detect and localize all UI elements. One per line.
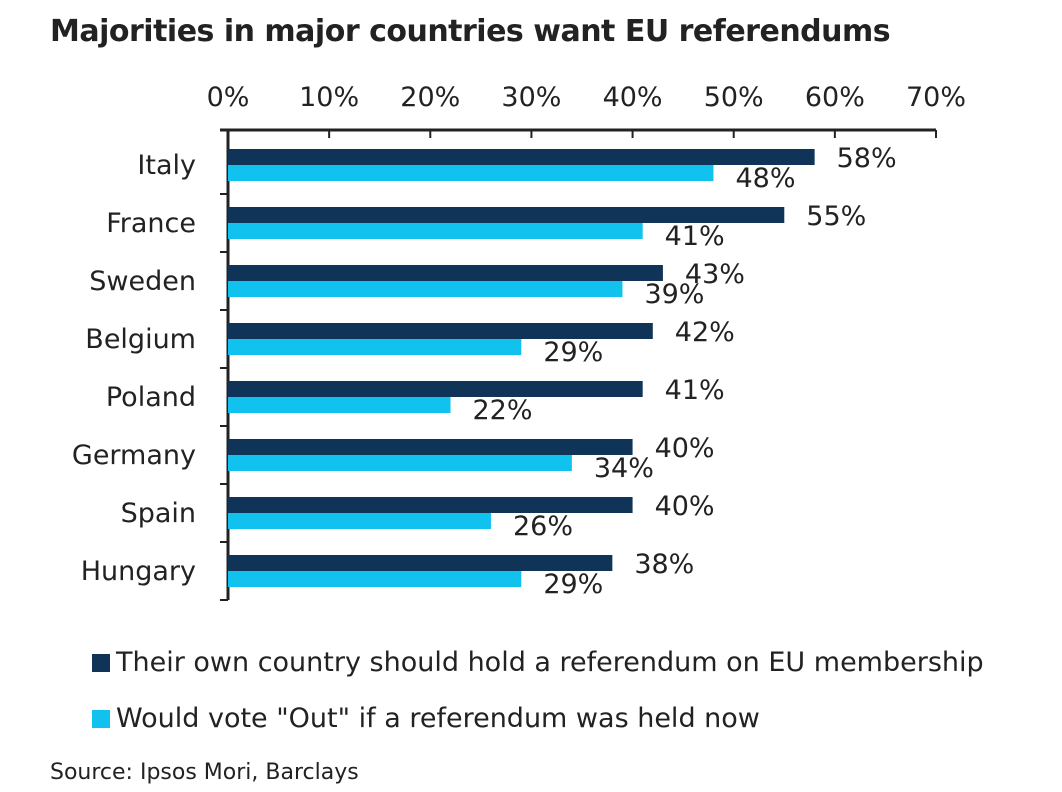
data-label-series-1: 55% bbox=[806, 201, 866, 232]
category-label: Hungary bbox=[81, 556, 196, 587]
data-label-series-2: 48% bbox=[735, 163, 795, 194]
legend-label-series-1: Their own country should hold a referend… bbox=[116, 647, 984, 678]
legend-label-series-2: Would vote "Out" if a referendum was hel… bbox=[116, 703, 760, 734]
category-label: Spain bbox=[121, 498, 196, 529]
category-label: Germany bbox=[72, 440, 196, 471]
x-tick-label: 40% bbox=[603, 82, 663, 113]
x-tick-label: 10% bbox=[299, 82, 359, 113]
data-label-series-1: 38% bbox=[634, 549, 694, 580]
legend-swatch-series-2 bbox=[92, 709, 110, 728]
bar-series-1 bbox=[228, 265, 663, 281]
data-label-series-2: 41% bbox=[665, 221, 725, 252]
bar-series-2 bbox=[228, 339, 522, 355]
data-label-series-2: 39% bbox=[644, 279, 704, 310]
bar-series-1 bbox=[228, 207, 785, 223]
labels-layer: Italy France Sweden Belgium Poland Germany Spa… bbox=[72, 143, 897, 600]
bar-series-2 bbox=[228, 281, 623, 297]
x-tick-label: 30% bbox=[501, 82, 561, 113]
data-label-series-1: 43% bbox=[685, 259, 745, 290]
data-label-series-2: 34% bbox=[594, 453, 654, 484]
bar-series-1 bbox=[228, 497, 633, 513]
source-note: Source: Ipsos Mori, Barclays bbox=[50, 760, 359, 785]
bar-series-2 bbox=[228, 455, 572, 471]
x-tick-label: 60% bbox=[805, 82, 865, 113]
data-label-series-1: 40% bbox=[655, 491, 715, 522]
bar-series-2 bbox=[228, 571, 522, 587]
bar-series-2 bbox=[228, 223, 643, 239]
x-tick-label: 0% bbox=[207, 82, 250, 113]
chart-title: Majorities in major countries want EU re… bbox=[50, 14, 891, 49]
bar-series-2 bbox=[228, 513, 491, 529]
data-label-series-1: 40% bbox=[655, 433, 715, 464]
category-label: Italy bbox=[137, 150, 196, 181]
legend-swatch-series-1 bbox=[92, 653, 110, 672]
legend-item-series-1: Their own country should hold a referend… bbox=[92, 647, 984, 678]
category-label: France bbox=[106, 208, 196, 239]
data-label-series-2: 29% bbox=[543, 569, 603, 600]
bar-series-1 bbox=[228, 149, 815, 165]
data-label-series-2: 29% bbox=[543, 337, 603, 368]
bar-series-1 bbox=[228, 439, 633, 455]
bar-series-2 bbox=[228, 165, 714, 181]
bar-series-1 bbox=[228, 323, 653, 339]
bar-series-2 bbox=[228, 397, 451, 413]
axis-layer: 0% 10% 20% 30% 40% 50% 60% 70% bbox=[207, 82, 966, 601]
data-label-series-2: 22% bbox=[473, 395, 533, 426]
bars-layer bbox=[228, 149, 815, 587]
x-tick-label: 50% bbox=[704, 82, 764, 113]
legend-item-series-2: Would vote "Out" if a referendum was hel… bbox=[92, 703, 760, 734]
data-label-series-1: 58% bbox=[837, 143, 897, 174]
x-tick-label: 20% bbox=[400, 82, 460, 113]
category-label: Poland bbox=[106, 382, 196, 413]
category-label: Sweden bbox=[89, 266, 196, 297]
data-label-series-2: 26% bbox=[513, 511, 573, 542]
category-label: Belgium bbox=[85, 324, 196, 355]
data-label-series-1: 41% bbox=[665, 375, 725, 406]
x-tick-label: 70% bbox=[906, 82, 966, 113]
bar-series-1 bbox=[228, 555, 613, 571]
data-label-series-1: 42% bbox=[675, 317, 735, 348]
bar-series-1 bbox=[228, 381, 643, 397]
